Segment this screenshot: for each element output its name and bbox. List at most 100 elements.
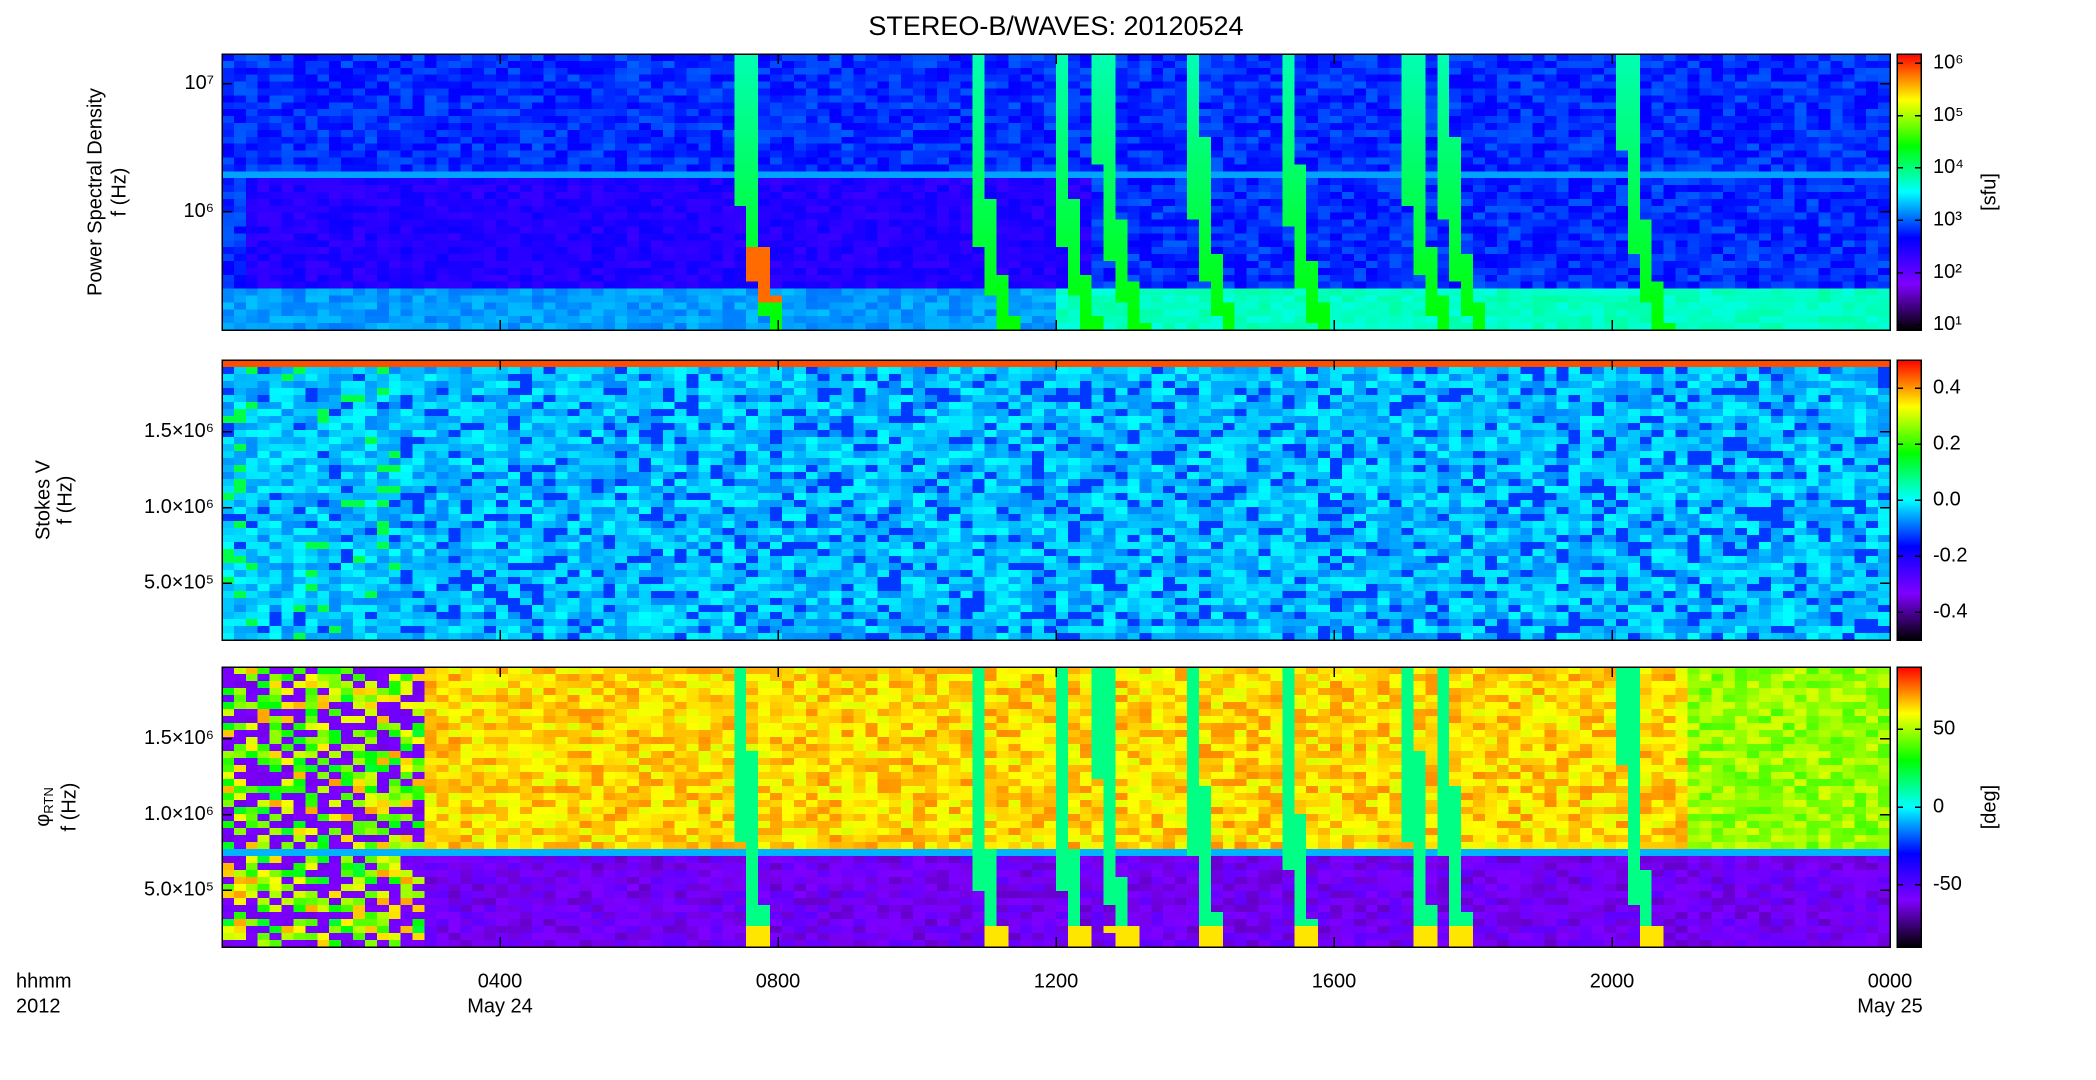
spectrogram-cell bbox=[1615, 143, 1629, 152]
spectrogram-cell bbox=[567, 267, 581, 276]
spectrogram-cell bbox=[746, 240, 759, 248]
spectrogram-cell bbox=[829, 295, 843, 304]
spectrogram-cell bbox=[1353, 219, 1367, 228]
spectrogram-cell bbox=[376, 109, 390, 117]
spectrogram-cell bbox=[639, 212, 652, 221]
spectrogram-cell bbox=[674, 254, 688, 262]
spectrogram-cell bbox=[972, 178, 986, 186]
spectrogram-cell bbox=[781, 123, 795, 131]
spectrogram-cell bbox=[662, 323, 676, 331]
spectrogram-cell bbox=[1246, 185, 1260, 193]
spectrogram-cell bbox=[781, 316, 795, 324]
spectrogram-cell bbox=[364, 309, 378, 317]
spectrogram-cell bbox=[1437, 267, 1450, 276]
spectrogram-cell bbox=[1687, 261, 1701, 269]
spectrogram-cell bbox=[722, 109, 736, 117]
spectrogram-cell bbox=[1449, 288, 1462, 297]
spectrogram-cell bbox=[722, 178, 736, 186]
spectrogram-cell bbox=[1449, 309, 1462, 317]
spectrogram-cell bbox=[1318, 74, 1331, 83]
spectrogram-cell bbox=[1163, 198, 1176, 207]
spectrogram-cell bbox=[1139, 205, 1153, 214]
spectrogram-cell bbox=[996, 136, 1010, 145]
spectrogram-cell bbox=[781, 323, 795, 331]
spectrogram-cell bbox=[1413, 171, 1427, 179]
spectrogram-cell bbox=[388, 309, 402, 317]
spectrogram-cell bbox=[615, 67, 628, 76]
spectrogram-cell bbox=[591, 226, 605, 235]
spectrogram-cell bbox=[555, 247, 569, 255]
spectrogram-cell bbox=[1258, 185, 1272, 193]
spectrogram-cell bbox=[853, 164, 867, 173]
spectrogram-cell bbox=[1044, 116, 1057, 124]
spectrogram-cell bbox=[1651, 164, 1665, 173]
spectrogram-cell bbox=[412, 212, 426, 221]
spectrogram-cell bbox=[1103, 323, 1117, 331]
spectrogram-cell bbox=[924, 109, 938, 117]
spectrogram-cell bbox=[913, 281, 926, 290]
spectrogram-cell bbox=[1187, 95, 1200, 104]
spectrogram-cell bbox=[1544, 192, 1558, 200]
spectrogram-cell bbox=[662, 185, 676, 193]
spectrogram-cell bbox=[1234, 54, 1248, 62]
spectrogram-cell bbox=[1032, 205, 1045, 214]
spectrogram-cell bbox=[484, 54, 497, 62]
spectrogram-cell bbox=[1318, 288, 1331, 297]
spectrogram-cell bbox=[686, 267, 700, 276]
spectrogram-cell bbox=[615, 295, 628, 304]
spectrogram-cell bbox=[1568, 74, 1582, 83]
spectrogram-cell bbox=[400, 171, 414, 179]
spectrogram-cell bbox=[972, 54, 986, 62]
spectrogram-cell bbox=[1341, 233, 1355, 242]
spectrogram-cell bbox=[698, 136, 712, 145]
spectrogram-cell bbox=[1282, 150, 1296, 159]
spectrogram-cell bbox=[1663, 254, 1677, 262]
spectrogram-cell bbox=[913, 302, 926, 311]
spectrogram-cell bbox=[1544, 281, 1558, 290]
spectrogram-cell bbox=[1496, 123, 1510, 131]
spectrogram-cell bbox=[1401, 178, 1415, 186]
spectrogram-cell bbox=[1246, 295, 1260, 304]
spectrogram-cell bbox=[1496, 254, 1510, 262]
spectrogram-cell bbox=[1175, 54, 1188, 62]
spectrogram-cell bbox=[1341, 274, 1355, 283]
spectrogram-cell bbox=[817, 88, 831, 97]
spectrogram-cell bbox=[436, 302, 450, 311]
spectrogram-cell bbox=[996, 178, 1010, 186]
spectrogram-cell bbox=[1270, 240, 1284, 248]
spectrogram-cell bbox=[496, 316, 509, 324]
spectrogram-cell bbox=[972, 309, 986, 317]
spectrogram-cell bbox=[805, 185, 819, 193]
spectrogram-cell bbox=[603, 288, 616, 297]
spectrogram-cell bbox=[412, 164, 426, 173]
spectrogram-cell bbox=[948, 143, 962, 152]
spectrogram-cell bbox=[364, 123, 378, 131]
spectrogram-cell bbox=[1258, 205, 1272, 214]
spectrogram-cell bbox=[1365, 171, 1379, 179]
spectrogram-cell bbox=[1115, 219, 1129, 228]
spectrogram-cell bbox=[222, 212, 235, 221]
spectrogram-cell bbox=[1663, 95, 1677, 104]
spectrogram-cell bbox=[496, 240, 509, 248]
spectrogram-cell bbox=[698, 302, 712, 311]
spectrogram-cell bbox=[1151, 150, 1165, 159]
spectrogram-cell bbox=[770, 240, 783, 248]
spectrogram-cell bbox=[591, 74, 605, 83]
spectrogram-cell bbox=[531, 150, 545, 159]
spectrogram-cell bbox=[924, 150, 938, 159]
spectrogram-cell bbox=[1365, 302, 1379, 311]
spectrogram-cell bbox=[424, 164, 438, 173]
spectrogram-cell bbox=[329, 123, 342, 131]
spectrogram-cell bbox=[388, 212, 402, 221]
spectrogram-cell bbox=[388, 288, 402, 297]
spectrogram-cell bbox=[1067, 274, 1081, 283]
spectrogram-cell bbox=[460, 288, 473, 297]
spectrogram-cell bbox=[472, 261, 485, 269]
spectrogram-cell bbox=[317, 136, 331, 145]
spectrogram-cell bbox=[1425, 150, 1439, 159]
spectrogram-cell bbox=[972, 295, 986, 304]
spectrogram-cell bbox=[639, 295, 652, 304]
spectrogram-cell bbox=[555, 185, 569, 193]
spectrogram-cell bbox=[781, 157, 795, 166]
spectrogram-cell bbox=[1604, 316, 1617, 324]
